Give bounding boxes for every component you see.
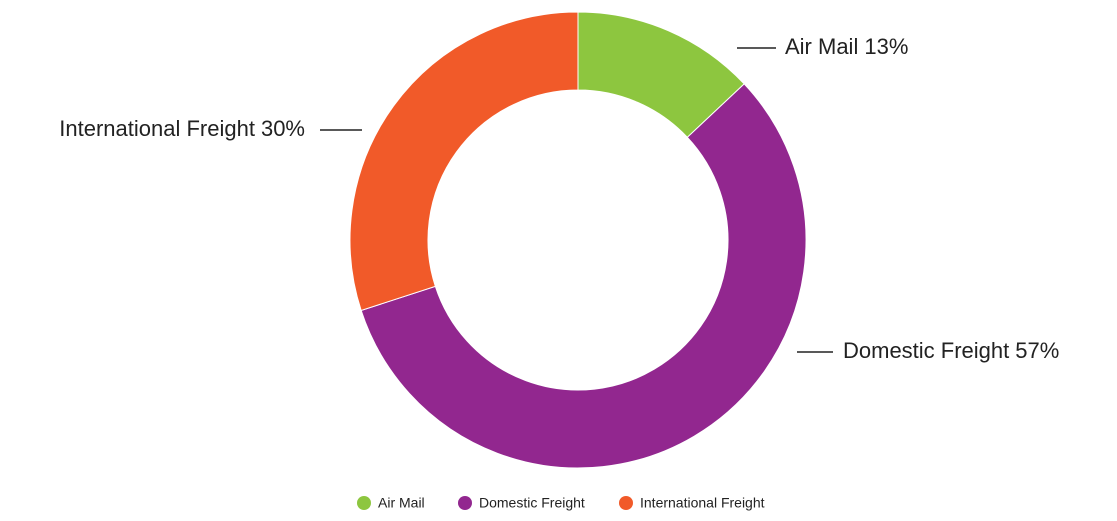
data-label-name: Air Mail: [785, 34, 858, 59]
legend-label: International Freight: [640, 495, 765, 511]
slice: [360, 83, 807, 469]
data-label-value: 57%: [1015, 338, 1059, 363]
data-label-value: 13%: [864, 34, 908, 59]
data-label-value: 30%: [261, 116, 305, 141]
legend-swatch: [458, 496, 472, 510]
legend-label: Domestic Freight: [479, 495, 585, 511]
legend-swatch: [619, 496, 633, 510]
legend-label: Air Mail: [378, 495, 425, 511]
data-label: Domestic Freight 57%: [843, 338, 1059, 363]
data-label-name: Domestic Freight: [843, 338, 1009, 363]
data-label-name: International Freight: [59, 116, 255, 141]
legend-swatch: [357, 496, 371, 510]
data-label: International Freight 30%: [59, 116, 305, 141]
data-label: Air Mail 13%: [785, 34, 908, 59]
slice: [349, 11, 579, 312]
